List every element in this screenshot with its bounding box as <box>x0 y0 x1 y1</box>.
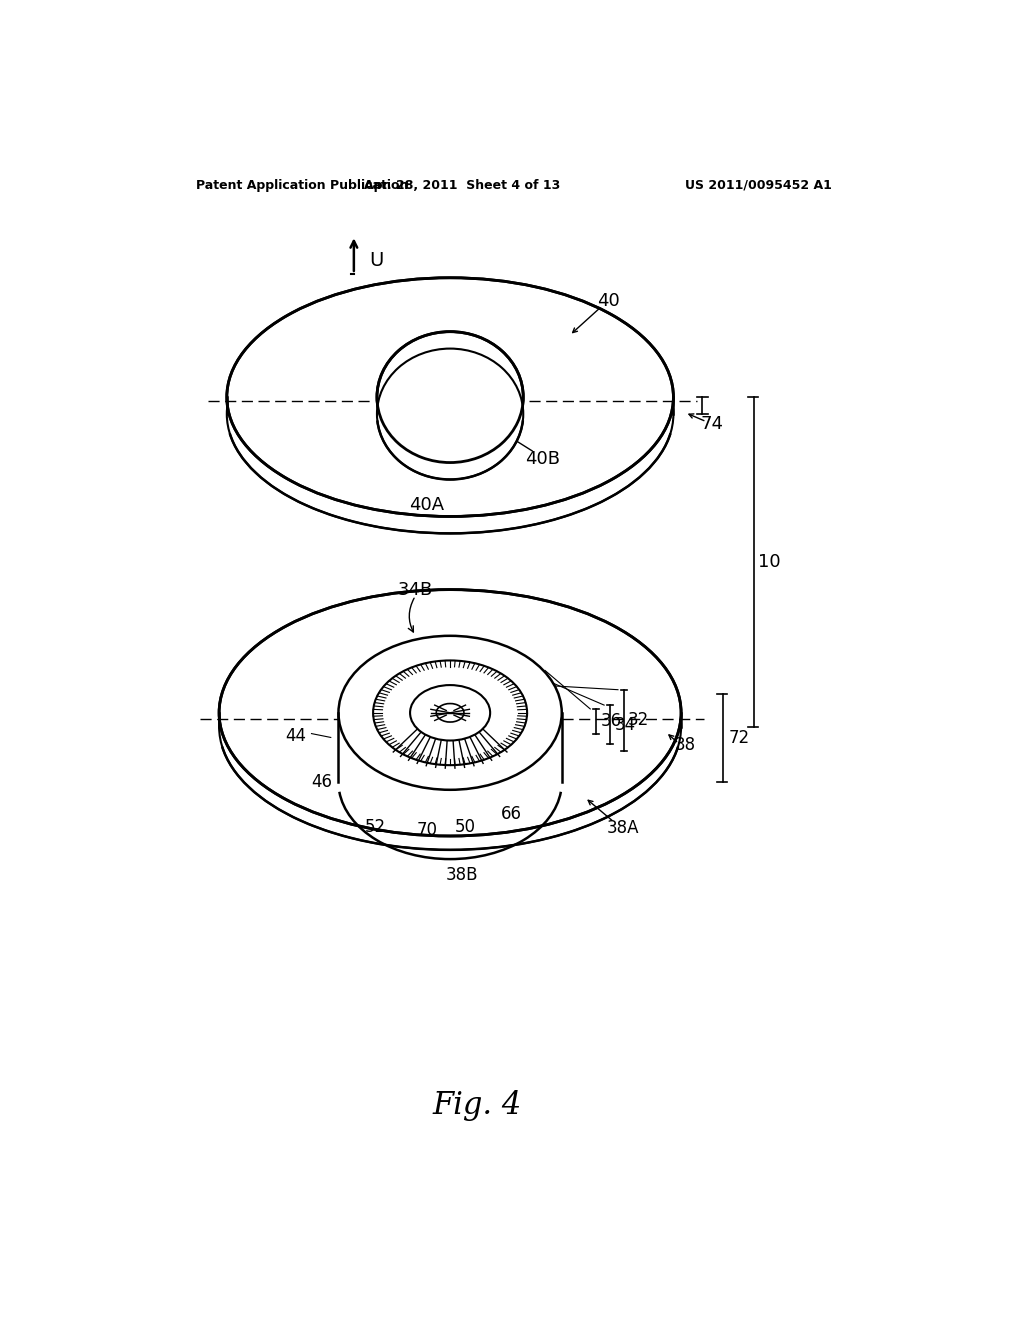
Text: 76: 76 <box>420 354 442 371</box>
Ellipse shape <box>226 277 674 516</box>
Text: U: U <box>370 251 384 271</box>
Text: 66: 66 <box>501 805 522 824</box>
Text: 36: 36 <box>600 713 622 730</box>
Text: Apr. 28, 2011  Sheet 4 of 13: Apr. 28, 2011 Sheet 4 of 13 <box>364 178 560 191</box>
Ellipse shape <box>373 660 527 766</box>
Text: 40: 40 <box>597 292 620 310</box>
Text: 70: 70 <box>417 821 437 838</box>
Text: 74: 74 <box>700 414 723 433</box>
Ellipse shape <box>377 348 523 479</box>
Ellipse shape <box>219 603 681 850</box>
Text: 38: 38 <box>675 737 695 754</box>
Text: 72: 72 <box>728 729 750 747</box>
Text: Patent Application Publication: Patent Application Publication <box>196 178 409 191</box>
Ellipse shape <box>377 331 523 462</box>
Text: 52: 52 <box>365 818 386 836</box>
Text: 50: 50 <box>455 818 476 836</box>
Text: 38B: 38B <box>445 866 478 883</box>
Text: 34B: 34B <box>398 581 433 598</box>
Text: Fig. 4: Fig. 4 <box>432 1090 521 1121</box>
Text: 34: 34 <box>614 715 636 734</box>
Text: 46: 46 <box>311 774 332 791</box>
Text: 38A: 38A <box>607 820 640 837</box>
Ellipse shape <box>226 294 674 533</box>
Text: 40B: 40B <box>525 450 560 467</box>
Ellipse shape <box>339 636 562 789</box>
Text: 40A: 40A <box>410 496 444 513</box>
Ellipse shape <box>410 685 490 741</box>
Ellipse shape <box>219 590 681 836</box>
Text: 10: 10 <box>759 553 781 570</box>
Text: 32: 32 <box>628 711 649 730</box>
Text: 44: 44 <box>286 727 306 744</box>
Text: US 2011/0095452 A1: US 2011/0095452 A1 <box>685 178 831 191</box>
